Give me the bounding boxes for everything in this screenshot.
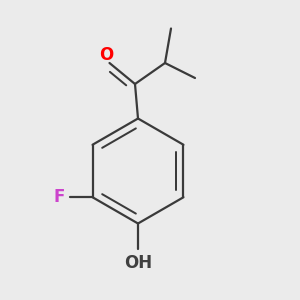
Text: OH: OH [124,254,152,272]
Text: O: O [99,46,113,64]
Text: F: F [53,188,64,206]
